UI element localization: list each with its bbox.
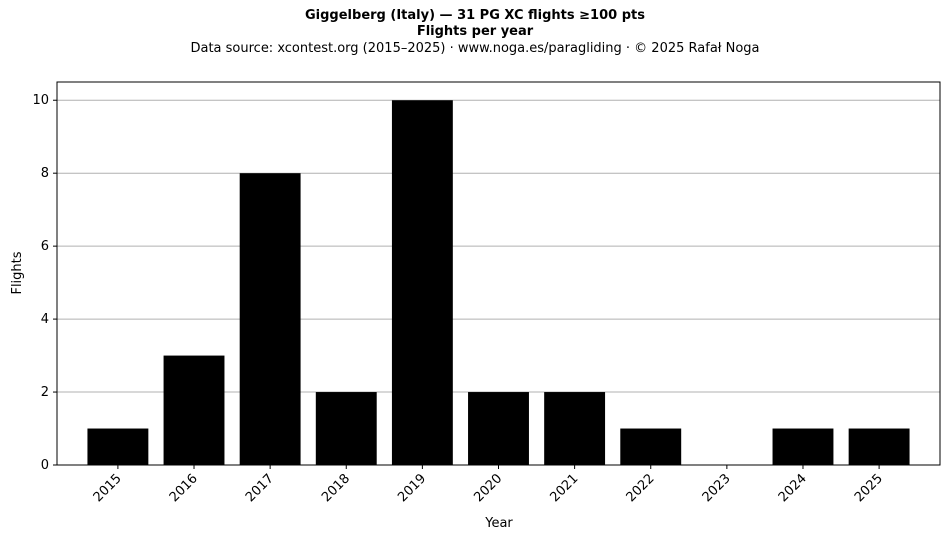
bars xyxy=(87,100,910,465)
x-tick-label: 2022 xyxy=(624,471,658,505)
x-tick-label: 2016 xyxy=(167,471,201,505)
x-axis: 2015 2016 2017 2018 2019 2020 2021 2022 2023 2024… xyxy=(91,465,886,505)
chart-title: Giggelberg (Italy) — 31 PG XC flights ≥1… xyxy=(305,8,645,23)
y-axis: 0 2 4 6 8 10 xyxy=(32,93,57,473)
y-tick-label: 8 xyxy=(41,166,49,181)
bar-2020 xyxy=(468,392,529,465)
y-tick-label: 2 xyxy=(41,385,49,400)
source-note: Data source: xcontest.org (2015–2025) · … xyxy=(190,41,760,56)
y-tick-label: 0 xyxy=(41,458,49,473)
bar-2021 xyxy=(544,392,606,465)
x-tick-label: 2015 xyxy=(91,471,125,505)
bar-2025 xyxy=(848,428,910,465)
title-block: Giggelberg (Italy) — 31 PG XC flights ≥1… xyxy=(0,8,950,58)
y-tick-label: 6 xyxy=(41,239,49,254)
x-tick-label: 2019 xyxy=(395,471,429,505)
x-tick-label: 2023 xyxy=(700,471,734,505)
bar-2018 xyxy=(315,392,377,465)
x-axis-label: Year xyxy=(484,516,513,531)
x-tick-label: 2020 xyxy=(471,471,505,505)
bar-2017 xyxy=(239,173,301,465)
x-tick-label: 2021 xyxy=(547,471,581,505)
x-tick-label: 2024 xyxy=(776,471,810,505)
y-tick-label: 10 xyxy=(32,93,49,108)
bar-2015 xyxy=(87,428,149,465)
bar-2022 xyxy=(620,428,682,465)
y-axis-label: Flights xyxy=(10,251,25,294)
bar-2016 xyxy=(163,355,225,465)
x-tick-label: 2017 xyxy=(243,471,277,505)
chart-subtitle: Flights per year xyxy=(416,24,534,39)
x-tick-label: 2018 xyxy=(319,471,353,505)
y-tick-label: 4 xyxy=(41,312,49,327)
bar-2019 xyxy=(391,100,453,465)
x-tick-label: 2025 xyxy=(852,471,886,505)
bar-2024 xyxy=(772,428,834,465)
